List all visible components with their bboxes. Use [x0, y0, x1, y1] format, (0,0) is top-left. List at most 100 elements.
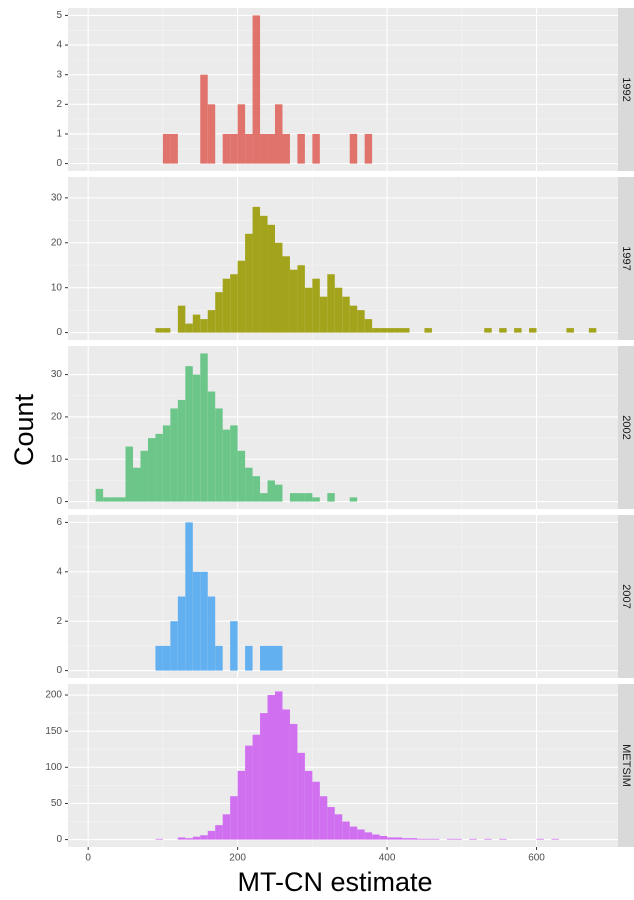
histogram-bar [140, 450, 148, 502]
histogram-bar [349, 305, 358, 333]
histogram-bar [245, 645, 253, 671]
facet-label: METSIM [620, 744, 632, 787]
histogram-bar [409, 838, 417, 840]
histogram-bar [207, 310, 216, 333]
histogram-bar [260, 133, 268, 164]
histogram-bar [155, 645, 163, 671]
histogram-bar [304, 770, 313, 840]
histogram-bar [372, 834, 380, 840]
y-tick-label: 30 [51, 369, 63, 380]
facet-label: 1997 [620, 246, 632, 270]
histogram-bar [312, 133, 320, 164]
histogram-bar [529, 328, 537, 333]
histogram-bar [237, 104, 246, 164]
histogram-bar [484, 838, 492, 840]
x-tick-label: 200 [229, 853, 246, 864]
histogram-bar [162, 425, 171, 502]
histogram-bar [222, 429, 231, 502]
histogram-bar [454, 838, 462, 840]
histogram-bar [260, 713, 268, 840]
histogram-bar [245, 745, 253, 840]
y-tick-label: 200 [45, 690, 62, 701]
histogram-bar [200, 74, 208, 164]
histogram-bar [230, 425, 238, 502]
histogram-bar [289, 493, 298, 502]
histogram-bar [118, 497, 126, 502]
y-tick-label: 20 [51, 237, 63, 248]
histogram-bar [499, 838, 507, 840]
y-tick-label: 0 [56, 834, 62, 845]
panel-background [68, 684, 618, 847]
histogram-bar [162, 133, 171, 164]
facet-label: 1992 [620, 77, 632, 101]
histogram-bar [155, 433, 163, 502]
histogram-bar [357, 829, 365, 840]
histogram-bar [297, 133, 305, 164]
histogram-bar [289, 269, 298, 333]
histogram-bar [327, 807, 335, 840]
histogram-bar [200, 353, 208, 502]
histogram-bar [379, 835, 388, 840]
histogram-bar [245, 133, 253, 164]
y-tick-label: 0 [56, 496, 62, 507]
histogram-bar [304, 287, 313, 333]
histogram-bar [372, 328, 380, 333]
histogram-bar [133, 467, 141, 502]
histogram-bar [484, 328, 492, 333]
facet-strip [618, 515, 634, 678]
facet-label: 2007 [620, 584, 632, 608]
histogram-bar [155, 328, 163, 333]
histogram-bar [379, 328, 388, 333]
histogram-bar [237, 260, 246, 333]
histogram-bar [252, 734, 261, 840]
histogram-bar [110, 497, 119, 502]
histogram-bar [394, 837, 403, 840]
histogram-bar [327, 274, 335, 333]
histogram-bar [177, 305, 186, 333]
histogram-bar [147, 438, 156, 502]
histogram-bar [155, 838, 163, 840]
histogram-bar [185, 838, 193, 840]
histogram-bar [312, 781, 320, 840]
histogram-bar [125, 446, 134, 502]
histogram-bar [319, 796, 328, 840]
histogram-bar [245, 233, 253, 333]
histogram-bar [364, 319, 373, 333]
histogram-bar [207, 830, 216, 840]
histogram-bar [364, 133, 373, 164]
histogram-bar [230, 796, 238, 840]
histogram-bar [551, 838, 559, 840]
histogram-bar [177, 399, 186, 502]
histogram-bar [312, 278, 320, 333]
histogram-bar [282, 133, 290, 164]
histogram-bar [245, 467, 253, 502]
histogram-bar [274, 104, 283, 164]
histogram-bar [387, 837, 395, 840]
x-tick-label: 400 [379, 853, 396, 864]
histogram-bar [222, 814, 231, 840]
histogram-bar [499, 328, 507, 333]
histogram-bar [230, 621, 238, 671]
histogram-bar [170, 408, 178, 502]
x-tick-label: 600 [528, 853, 545, 864]
histogram-bar [237, 450, 246, 502]
y-tick-label: 4 [56, 566, 62, 577]
histogram-bar [304, 493, 313, 502]
histogram-bar [260, 645, 268, 671]
histogram-bar [267, 645, 275, 671]
histogram-bar [349, 497, 358, 502]
y-tick-label: 2 [56, 616, 62, 627]
histogram-bar [103, 497, 111, 502]
histogram-bar [215, 825, 223, 840]
histogram-bar [319, 296, 328, 333]
histogram-bar [327, 493, 335, 502]
histogram-bar [424, 838, 432, 840]
histogram-bar [536, 838, 545, 840]
histogram-bar [185, 522, 193, 671]
facet-strip [618, 177, 634, 340]
histogram-bar [297, 265, 305, 333]
histogram-bar [289, 723, 298, 840]
histogram-bar [424, 328, 432, 333]
histogram-bar [260, 493, 268, 502]
